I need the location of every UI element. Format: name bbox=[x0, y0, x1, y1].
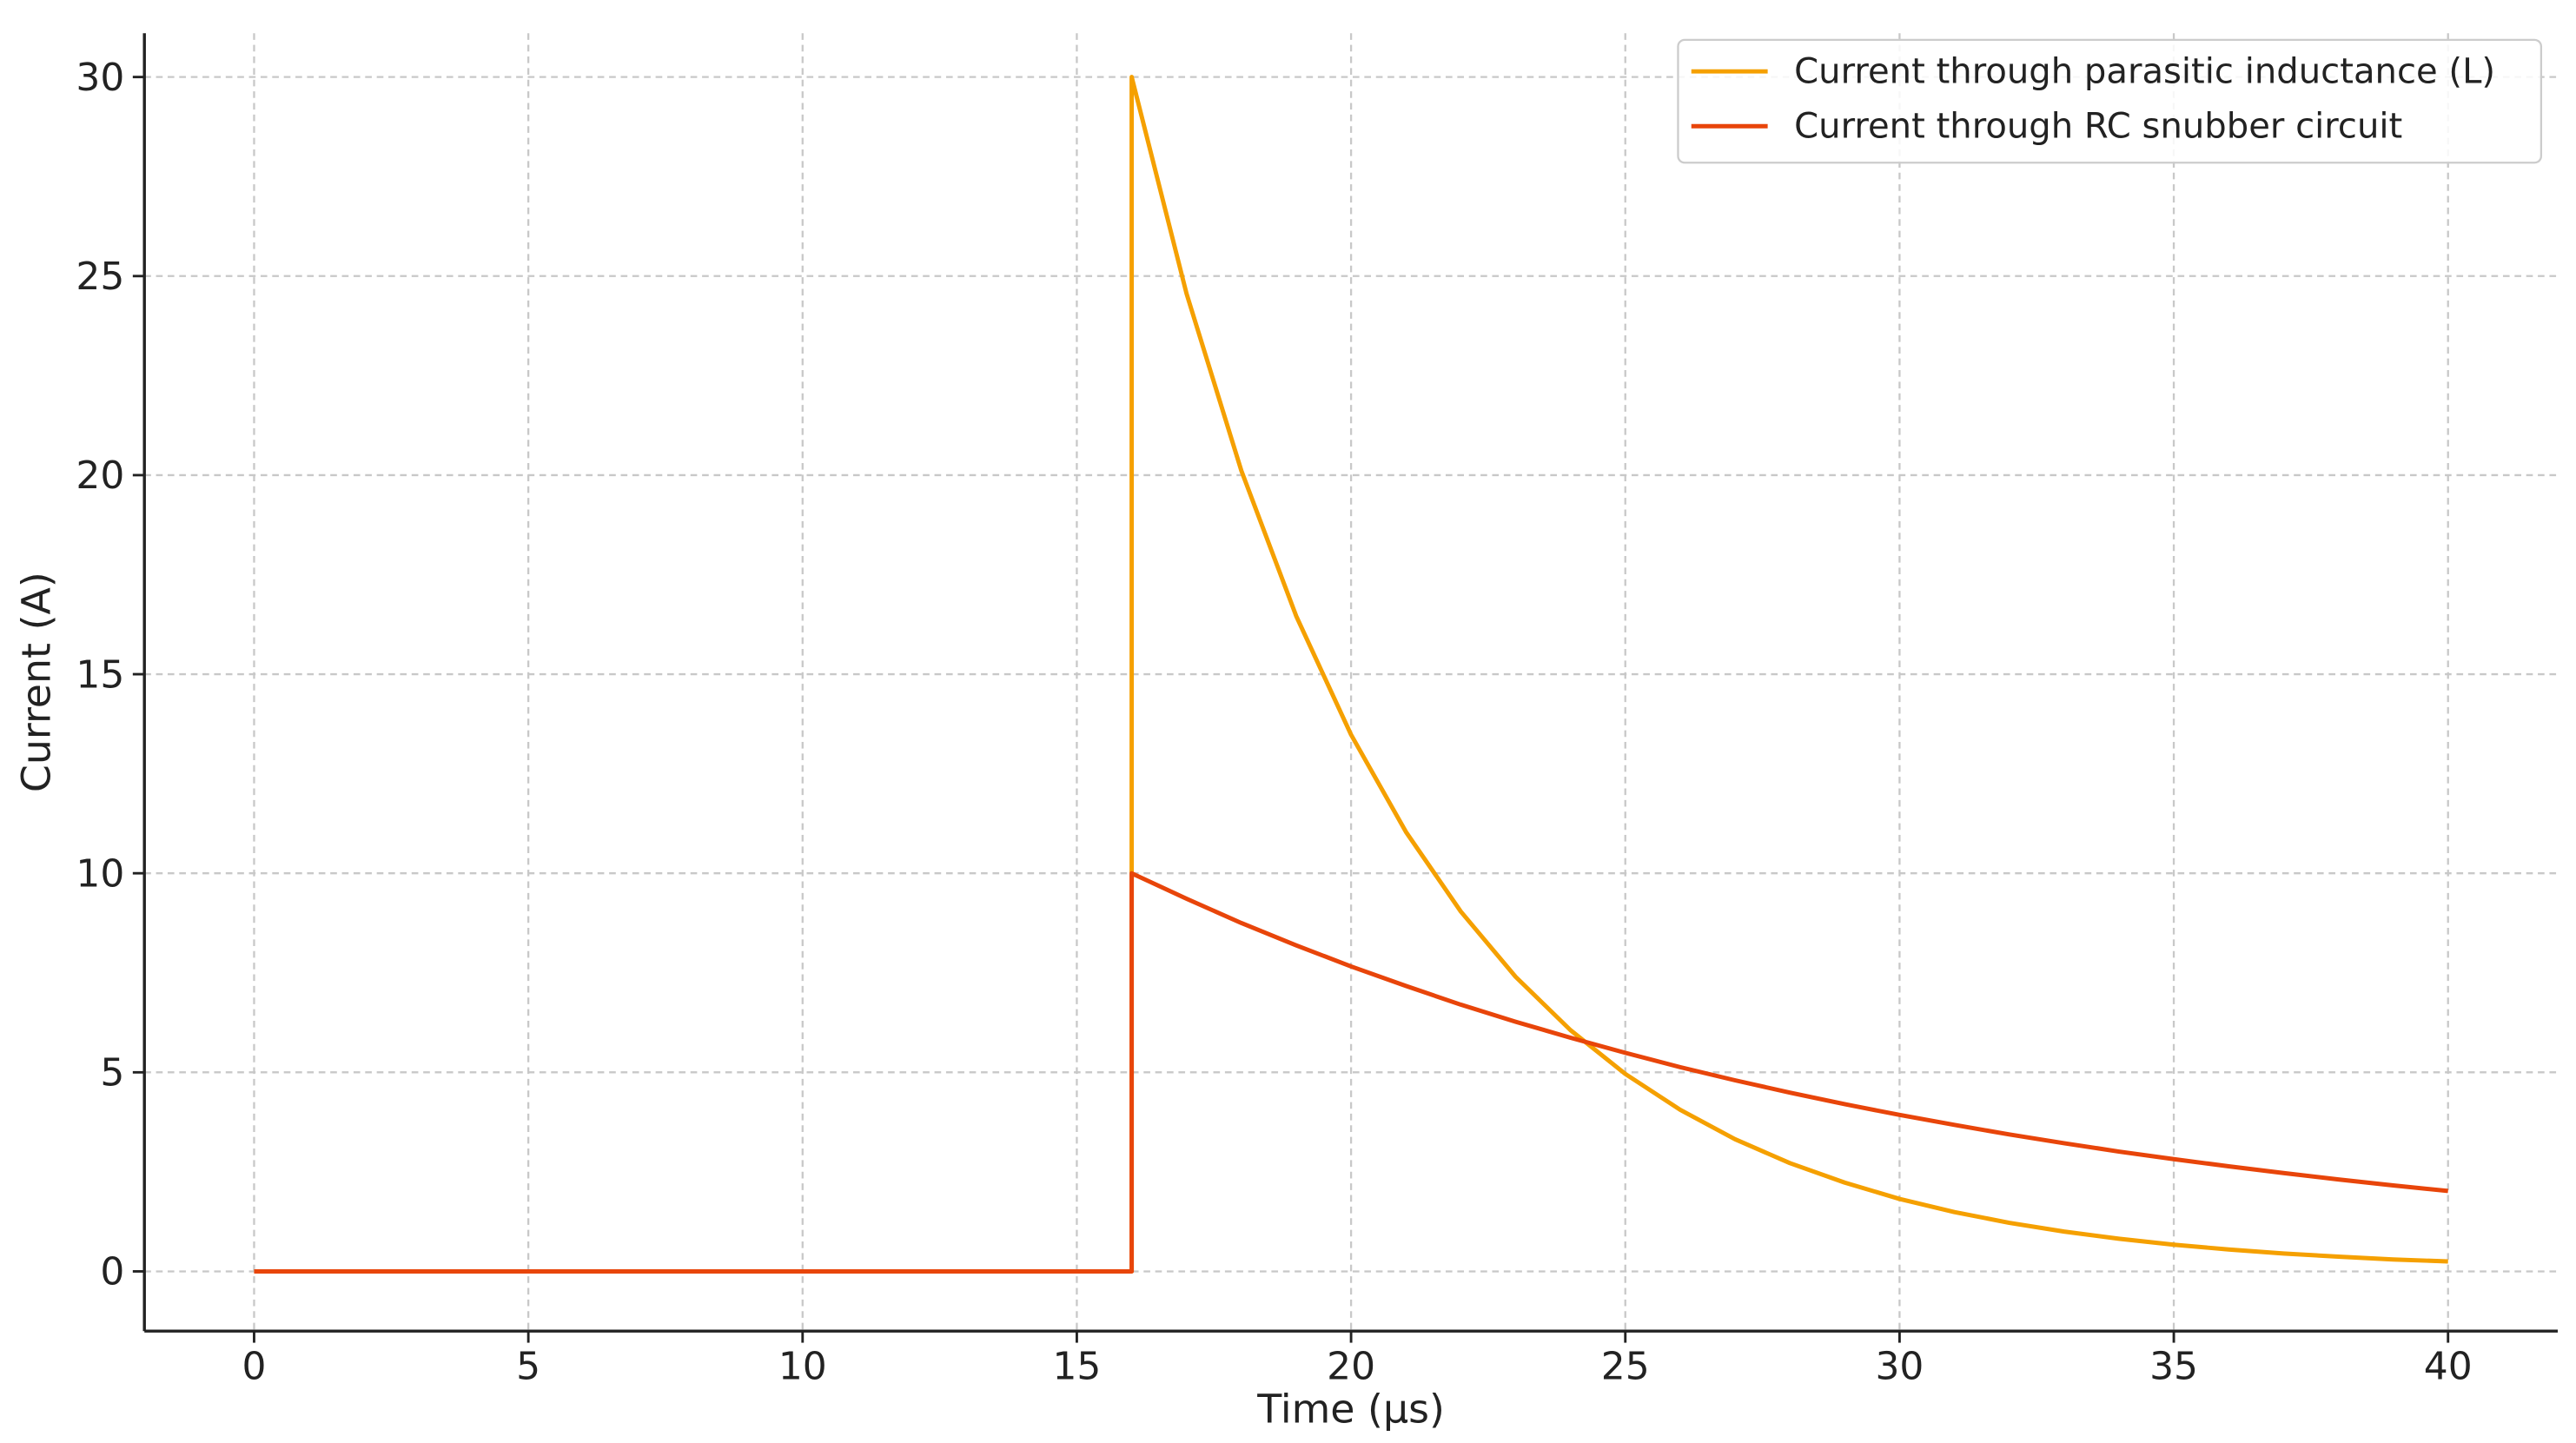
x-tick-label: 30 bbox=[1875, 1345, 1924, 1389]
y-tick-label: 30 bbox=[76, 56, 124, 100]
y-tick-label: 0 bbox=[100, 1250, 124, 1294]
legend-box bbox=[1677, 38, 2543, 164]
legend-text: Current through parasitic inductance (L) bbox=[1794, 52, 2495, 92]
y-axis-label: Current (A) bbox=[12, 572, 59, 792]
x-tick-label: 35 bbox=[2149, 1345, 2198, 1389]
y-tick-label: 20 bbox=[76, 453, 124, 498]
y-tick-label: 25 bbox=[76, 255, 124, 299]
x-tick-label: 15 bbox=[1052, 1345, 1101, 1389]
legend-text: Current through RC snubber circuit bbox=[1794, 107, 2402, 147]
x-tick-label: 25 bbox=[1601, 1345, 1650, 1389]
x-tick-label: 20 bbox=[1327, 1345, 1375, 1389]
y-tick-label: 10 bbox=[76, 851, 124, 896]
y-tick-label: 15 bbox=[76, 652, 124, 697]
x-tick-label: 40 bbox=[2424, 1345, 2473, 1389]
y-tick-label: 5 bbox=[100, 1051, 124, 1095]
x-tick-label: 5 bbox=[516, 1345, 540, 1389]
series-line bbox=[254, 75, 2448, 1274]
x-axis-label: Time (µs) bbox=[1256, 1385, 1445, 1432]
x-tick-label: 0 bbox=[242, 1345, 266, 1389]
series-line bbox=[254, 870, 2448, 1274]
x-tick-label: 10 bbox=[778, 1345, 827, 1389]
